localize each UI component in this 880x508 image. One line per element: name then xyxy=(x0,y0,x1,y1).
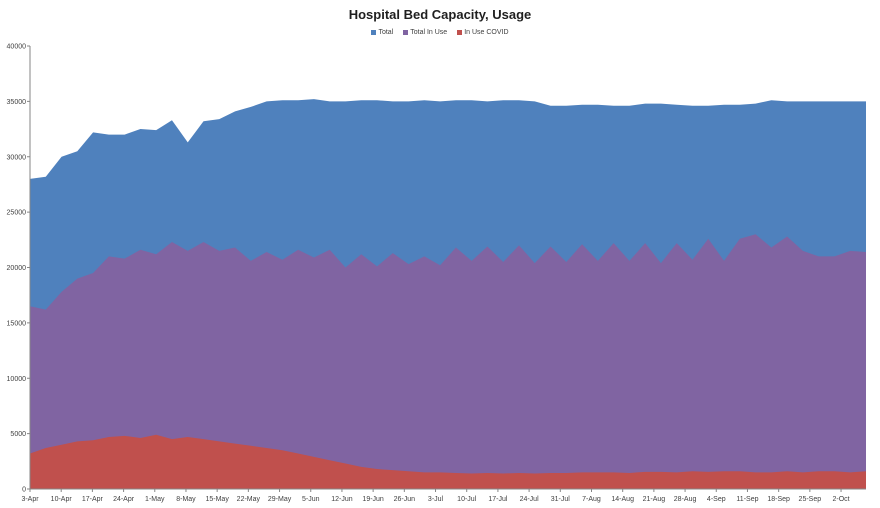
y-tick-label: 15000 xyxy=(7,320,27,327)
x-tick-label: 5-Jun xyxy=(302,496,320,503)
y-tick-label: 5000 xyxy=(10,431,26,438)
legend-label-total: Total xyxy=(378,29,394,36)
x-tick-label: 17-Apr xyxy=(82,496,104,503)
y-tick-label: 35000 xyxy=(7,99,27,106)
x-tick-label: 21-Aug xyxy=(643,496,666,503)
x-tick-label: 4-Sep xyxy=(707,496,726,503)
legend-swatch-in-use-covid xyxy=(457,30,463,35)
x-tick-label: 2-Oct xyxy=(832,496,849,503)
x-tick-label: 8-May xyxy=(176,496,196,503)
legend-item-total: Total xyxy=(371,29,393,36)
x-tick-label: 29-May xyxy=(268,496,292,503)
x-tick-label: 31-Jul xyxy=(551,496,571,503)
x-tick-label: 11-Sep xyxy=(736,496,758,503)
x-tick-label: 12-Jun xyxy=(331,496,353,503)
x-tick-label: 7-Aug xyxy=(582,496,601,503)
chart-title: Hospital Bed Capacity, Usage xyxy=(348,7,532,22)
x-tick-label: 15-May xyxy=(205,496,229,503)
x-tick-label: 22-May xyxy=(237,496,261,503)
y-tick-label: 0 xyxy=(22,487,26,494)
legend-item-total-in-use: Total In Use xyxy=(403,29,447,36)
x-tick-label: 28-Aug xyxy=(674,496,697,503)
x-tick-label: 18-Sep xyxy=(767,496,790,503)
legend-label-total-in-use: Total In Use xyxy=(410,29,448,36)
y-tick-label: 40000 xyxy=(7,44,27,51)
x-tick-label: 3-Jul xyxy=(428,496,444,503)
x-tick-label: 17-Jul xyxy=(488,496,508,503)
x-tick-label: 3-Apr xyxy=(21,496,39,503)
x-tick-label: 14-Aug xyxy=(611,496,634,503)
y-tick-label: 10000 xyxy=(7,376,27,383)
x-tick-label: 24-Apr xyxy=(113,496,135,503)
legend-label-in-use-covid: In Use COVID xyxy=(464,29,509,36)
legend-swatch-total-in-use xyxy=(403,30,409,35)
legend-item-in-use-covid: In Use COVID xyxy=(457,29,509,36)
area-total-in-use xyxy=(30,234,866,489)
x-tick-label: 1-May xyxy=(145,496,165,503)
x-tick-label: 26-Jun xyxy=(394,496,416,503)
x-tick-label: 10-Apr xyxy=(51,496,73,503)
x-tick-label: 19-Jun xyxy=(362,496,384,503)
x-tick-label: 25-Sep xyxy=(799,496,822,503)
x-tick-label: 24-Jul xyxy=(520,496,540,503)
legend-swatch-total xyxy=(371,30,377,35)
x-tick-label: 10-Jul xyxy=(457,496,477,503)
legend: Total Total In Use In Use COVID xyxy=(0,29,880,36)
y-tick-label: 20000 xyxy=(7,265,27,272)
y-tick-label: 30000 xyxy=(7,154,27,161)
area-in-use-covid xyxy=(30,434,866,489)
y-tick-label: 25000 xyxy=(7,210,27,217)
